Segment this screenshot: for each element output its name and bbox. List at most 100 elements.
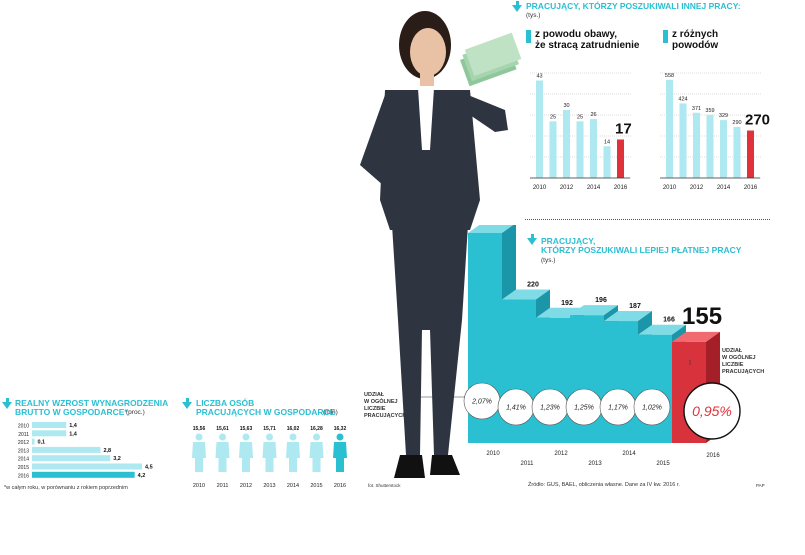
x-tick-label: 2013 [263, 483, 275, 489]
person-body [333, 442, 347, 472]
left-subchart-label: z powodu obawy, że stracą zatrudnienie [535, 29, 639, 51]
value-label: 0,1 [37, 440, 45, 446]
bar-top [468, 225, 514, 233]
x-tick-label: 2012 [690, 185, 704, 191]
y-tick-label: 2015 [18, 465, 29, 471]
bar-top [638, 324, 686, 335]
x-tick-label: 2010 [533, 185, 547, 191]
share-label-left-line: UDZIAŁ [364, 392, 385, 398]
value-label: 16,28 [310, 426, 323, 432]
value-label: 15,63 [240, 426, 253, 432]
source-note: Źródło: GUS, BAEL, obliczenia własne. Da… [528, 482, 680, 488]
bottom-mid-arrow-icon [182, 398, 192, 409]
value-label: 16,32 [334, 426, 347, 432]
bar [679, 103, 687, 178]
share-label-left-line: W OGÓLNEJ [364, 399, 398, 405]
bar [733, 127, 741, 178]
bar [32, 430, 67, 437]
value-label: 192 [561, 300, 573, 307]
x-tick-label: 2015 [656, 461, 670, 467]
x-tick-label: 2012 [554, 451, 568, 457]
value-label: 4,5 [145, 465, 153, 471]
value-label: 25 [550, 114, 556, 120]
value-label: 43 [536, 74, 542, 80]
sub-label-marker [526, 30, 531, 43]
bottom-left-title-line2: BRUTTO W GOSPODARCE* [15, 407, 128, 417]
person-head [242, 433, 250, 441]
bar [32, 471, 135, 478]
value-label-highlight: 270 [745, 112, 770, 129]
share-label: 1,02% [642, 405, 662, 412]
value-label: 15,71 [263, 426, 276, 432]
person-head [266, 433, 273, 441]
person-body [239, 442, 253, 472]
bottom-mid-title-line1: LICZBA OSÓB [196, 398, 255, 408]
top-right-title: PRACUJĄCY, KTÓRZY POSZUKIWALI INNEJ PRAC… [526, 1, 741, 11]
share-label-right-line: W OGÓLNEJ [722, 355, 756, 361]
value-label: 359 [705, 108, 714, 114]
value-label: 26 [590, 112, 596, 118]
bottom-mid-title: LICZBA OSÓB PRACUJĄCYCH W GOSPODARCE [196, 399, 335, 417]
middle-right-title-line1: PRACUJĄCY, [541, 236, 596, 246]
share-circle [683, 382, 741, 440]
right-subchart-label-line1: z różnych [672, 29, 719, 40]
right-subchart-label: z różnych powodów [672, 29, 718, 51]
chart-wages: 2010 1,4 2011 1,4 2012 0,1 2013 2,8 2014 3,2 2015 4… [18, 422, 153, 479]
x-tick-label: 2016 [706, 453, 720, 459]
bottom-left-title: REALNY WZROST WYNAGRODZENIA BRUTTO W GOS… [15, 399, 168, 417]
value-label: 196 [595, 297, 607, 304]
bar-top [604, 311, 652, 322]
value-label: 4,2 [138, 473, 146, 479]
photo-credit: fot. Shutterstock [368, 483, 401, 488]
bar-top [672, 331, 720, 342]
bar [720, 120, 727, 178]
x-tick-label: 2016 [334, 483, 346, 489]
chart-anxiety: 43 25 30 25 26 14 17 2010 2012 2014 2016 [530, 72, 632, 191]
bar [536, 80, 543, 178]
share-label: 1,23% [540, 405, 560, 412]
x-tick-label: 2010 [663, 185, 677, 191]
person-head [219, 433, 226, 441]
x-tick-label: 2015 [310, 483, 322, 489]
value-label: 424 [678, 96, 687, 102]
y-tick-label: 2016 [18, 473, 29, 479]
bar [32, 422, 67, 428]
person-head [336, 433, 344, 441]
x-tick-label: 2011 [217, 483, 229, 489]
y-tick-label: 2014 [18, 457, 29, 463]
value-label: 329 [719, 113, 728, 119]
share-label-left-line: PRACUJĄCYCH [364, 413, 407, 419]
top-right-arrow-icon [512, 1, 522, 12]
top-right-unit: (tys.) [526, 12, 541, 19]
bar [666, 79, 673, 178]
y-tick-label: 2011 [18, 432, 29, 438]
bar [32, 463, 142, 470]
y-tick-label: 2013 [18, 448, 29, 454]
bar [638, 334, 672, 443]
person-body [215, 442, 230, 472]
value-label: 558 [665, 73, 674, 79]
bottom-mid-title-line2: PRACUJĄCYCH W GOSPODARCE [196, 407, 336, 417]
value-label: 3,2 [113, 456, 121, 462]
value-label: 166 [663, 317, 675, 324]
share-label-right: UDZIAŁ W OGÓLNEJ LICZBIE PRACUJĄCYCH [722, 348, 764, 376]
x-tick-label: 2014 [622, 451, 636, 457]
bar [603, 146, 611, 178]
bottom-left-footnote: *w całym roku, w porównaniu z rokiem pop… [4, 485, 128, 491]
sub-label-marker [663, 30, 668, 43]
x-tick-label: 2014 [287, 483, 299, 489]
bottom-left-unit: (proc.) [126, 409, 145, 416]
share-label: 1,25% [574, 405, 594, 412]
middle-right-title: PRACUJĄCY, KTÓRZY POSZUKIWALI LEPIEJ PŁA… [541, 237, 741, 255]
chart-employed: 15,56 2010 15,61 2011 15,63 2012 15,71 2013 16,0… [192, 426, 347, 489]
left-subchart-label-line1: z powodu obawy, [535, 29, 618, 40]
value-label: 1,4 [69, 423, 78, 429]
share-label-right-line: PRACUJĄCYCH [722, 369, 765, 375]
value-label-highlight: 155 [682, 303, 722, 330]
value-label: 15,61 [216, 426, 229, 432]
bar [693, 112, 700, 178]
bar [576, 121, 584, 178]
share-circle [633, 388, 671, 426]
value-label: 14 [604, 139, 610, 145]
bar [549, 121, 557, 178]
